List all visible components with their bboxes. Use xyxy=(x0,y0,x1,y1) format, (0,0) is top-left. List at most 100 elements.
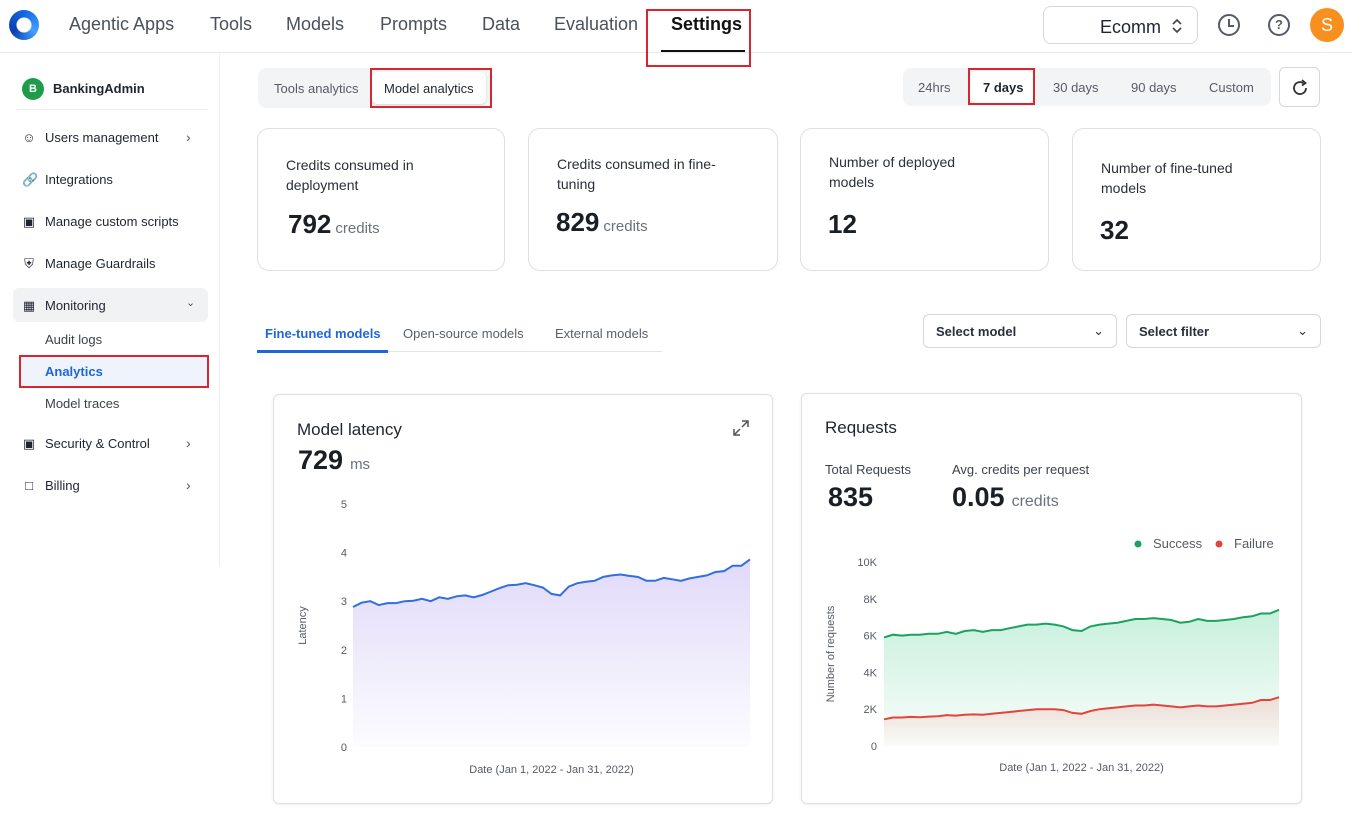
y-tick-label: 5 xyxy=(341,499,347,511)
sidebar-item-monitoring[interactable]: ▦ Monitoring xyxy=(22,298,106,313)
y-tick-label: 6K xyxy=(864,631,878,643)
tab-fine-tuned-models[interactable]: Fine-tuned models xyxy=(265,326,381,341)
lock-icon: ▣ xyxy=(22,436,36,451)
sidebar: B BankingAdmin ☺ Users management › 🔗 Inte… xyxy=(0,54,220,566)
series-area-1 xyxy=(884,697,1279,746)
refresh-icon xyxy=(1293,79,1307,95)
org-avatar: B xyxy=(22,78,44,100)
workspace-select[interactable]: Ecomm xyxy=(1043,6,1198,44)
legend-dot xyxy=(1134,540,1142,548)
avg-credits-unit: credits xyxy=(1011,493,1059,510)
nav-tools[interactable]: Tools xyxy=(210,14,253,34)
sidebar-divider xyxy=(16,109,208,110)
scripts-icon: ▣ xyxy=(22,214,36,229)
sidebar-item-integrations[interactable]: 🔗 Integrations xyxy=(22,172,113,187)
nav-active-underline xyxy=(661,50,745,52)
settings-highlight-box xyxy=(646,9,751,67)
metric-title: Number of fine-tuned models xyxy=(1101,160,1233,196)
history-clock-icon[interactable] xyxy=(1218,14,1240,36)
sidebar-item-users-management[interactable]: ☺ Users management xyxy=(22,130,159,145)
range-24hrs[interactable]: 24hrs xyxy=(918,80,951,95)
monitoring-icon: ▦ xyxy=(22,298,36,313)
sidebar-item-custom-scripts[interactable]: ▣ Manage custom scripts xyxy=(22,214,179,229)
range-90-days[interactable]: 90 days xyxy=(1131,80,1177,95)
latency-value-wrap: 729 ms xyxy=(298,445,370,476)
sidebar-item-guardrails[interactable]: ⛨ Manage Guardrails xyxy=(22,256,155,272)
chevron-right-icon: › xyxy=(186,435,191,451)
sidebar-sub-analytics-bg xyxy=(19,355,209,388)
tab-model-analytics[interactable]: Model analytics xyxy=(384,81,474,96)
series-line-failure xyxy=(883,696,1280,721)
metric-value: 792 xyxy=(288,209,332,239)
legend-dot xyxy=(1215,540,1223,548)
nav-data[interactable]: Data xyxy=(482,14,521,34)
tab-open-source-models[interactable]: Open-source models xyxy=(403,326,524,341)
y-tick-label: 4K xyxy=(864,667,878,679)
tab-active-underline xyxy=(257,350,388,353)
metric-title: Credits consumed in deployment xyxy=(286,157,414,193)
updown-chevron-icon xyxy=(1172,18,1182,34)
y-tick-label: 2K xyxy=(864,704,878,716)
metric-card-deployed-models: Number of deployed models 12 xyxy=(800,128,1049,271)
tab-tools-analytics[interactable]: Tools analytics xyxy=(274,81,359,96)
nav-prompts[interactable]: Prompts xyxy=(380,14,448,34)
legend-label: Failure xyxy=(1234,536,1274,551)
series-line-0 xyxy=(352,558,751,608)
range-7-days[interactable]: 7 days xyxy=(983,80,1024,95)
range-7-days-bg xyxy=(970,71,1034,103)
y-axis-title: Latency xyxy=(297,606,309,645)
y-tick-label: 0 xyxy=(341,742,347,754)
metric-value: 32 xyxy=(1100,215,1129,245)
chevron-right-icon: › xyxy=(186,129,191,145)
app-logo-icon[interactable] xyxy=(9,10,39,40)
tab-model-analytics-bg xyxy=(372,72,486,104)
range-custom[interactable]: Custom xyxy=(1209,80,1254,95)
sidebar-sub-audit-logs[interactable]: Audit logs xyxy=(45,332,103,347)
org-name: BankingAdmin xyxy=(53,81,145,96)
sidebar-sub-analytics[interactable]: Analytics xyxy=(45,364,103,379)
user-avatar[interactable]: S xyxy=(1310,8,1344,42)
metric-card-finetuned-models: Number of fine-tuned models 32 xyxy=(1072,128,1321,271)
nav-evaluation[interactable]: Evaluation xyxy=(554,14,639,34)
seven-days-highlight-box xyxy=(968,68,1035,105)
y-tick-label: 10K xyxy=(857,557,877,569)
expand-icon[interactable] xyxy=(732,419,750,437)
chevron-right-icon: › xyxy=(186,477,191,493)
nav-models[interactable]: Models xyxy=(286,14,345,34)
nav-agentic-apps[interactable]: Agentic Apps xyxy=(69,14,175,34)
sidebar-item-billing[interactable]: □ Billing xyxy=(22,478,80,493)
sidebar-sub-model-traces[interactable]: Model traces xyxy=(45,396,120,411)
y-tick-label: 1 xyxy=(341,693,347,705)
chevron-down-icon: ⌄ xyxy=(186,297,196,309)
top-navigation: Agentic Apps Tools Models Prompts Data E… xyxy=(0,0,1352,67)
metric-card-deployment-credits: Credits consumed in deployment 792 credit… xyxy=(257,128,505,271)
nav-settings[interactable]: Settings xyxy=(671,14,743,34)
time-range-group: 24hrs 7 days 30 days 90 days Custom xyxy=(903,68,1271,106)
range-30-days[interactable]: 30 days xyxy=(1053,80,1099,95)
chevron-down-icon: ⌄ xyxy=(1297,323,1308,338)
series-area-0 xyxy=(353,559,750,747)
chevron-down-icon: ⌄ xyxy=(1093,323,1104,338)
x-axis-title: Date (Jan 1, 2022 - Jan 31, 2022) xyxy=(999,762,1164,774)
metric-card-finetune-credits: Credits consumed in fine-tuning 829 credi… xyxy=(528,128,778,271)
tab-external-models[interactable]: External models xyxy=(555,326,649,341)
avg-credits-value: 0.05 xyxy=(952,482,1005,512)
select-filter-value: Select filter xyxy=(1139,324,1210,339)
y-tick-label: 3 xyxy=(341,596,347,608)
total-requests-label: Total Requests xyxy=(825,462,911,477)
workspace-select-value: Ecomm xyxy=(1100,17,1162,37)
series-line-success xyxy=(883,608,1280,639)
latency-chart: 0 1 2 3 4 5 Latency Date (Jan 1, 2022 - Jan 31,… xyxy=(297,499,751,776)
y-tick-label: 8K xyxy=(864,594,878,606)
metric-title: Credits consumed in fine-tuning xyxy=(557,156,716,192)
total-requests-value: 835 xyxy=(828,482,874,512)
y-tick-label: 4 xyxy=(341,548,347,560)
avg-credits-label: Avg. credits per request xyxy=(952,462,1090,477)
book-icon: □ xyxy=(25,478,33,493)
select-model-value: Select model xyxy=(936,324,1017,339)
select-filter-dropdown[interactable]: Select filter ⌄ xyxy=(1126,314,1321,348)
sidebar-item-security-control[interactable]: ▣ Security & Control xyxy=(22,436,150,451)
refresh-button[interactable] xyxy=(1279,67,1320,107)
select-model-dropdown[interactable]: Select model ⌄ xyxy=(923,314,1117,348)
help-icon[interactable]: ? xyxy=(1268,14,1290,36)
